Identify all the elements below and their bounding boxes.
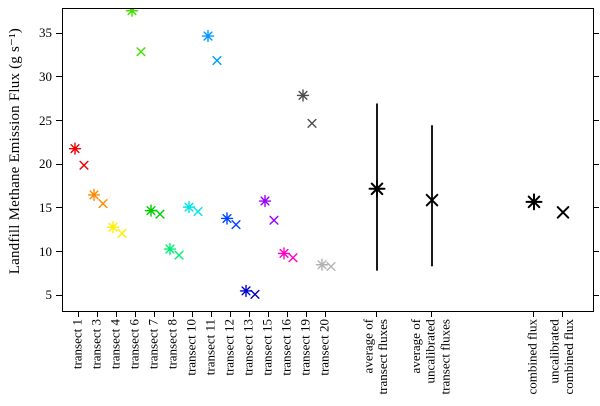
x-tick-label: transect 19	[297, 319, 313, 376]
x-axis-tick	[134, 311, 136, 317]
x-tick-label: transect 16	[278, 319, 294, 376]
y-tick-label: 25	[39, 112, 52, 128]
x-axis-tick	[286, 311, 288, 317]
y-axis-tick	[56, 163, 62, 165]
y-axis-tick	[56, 32, 62, 34]
y-axis-tick-right	[593, 163, 599, 165]
y-tick-label: 15	[39, 199, 52, 215]
plot-area	[62, 8, 594, 312]
star-marker-transect-11	[201, 29, 215, 43]
x-tick-label: transect 10	[183, 319, 199, 376]
x-tick-label: transect 4	[107, 319, 123, 370]
x-tick-label: transect 6	[126, 319, 142, 370]
y-axis-tick-right	[593, 76, 599, 78]
y-tick-label: 30	[39, 68, 52, 84]
x-axis-tick	[305, 311, 307, 317]
star-marker-transect-16	[277, 247, 291, 260]
cross-marker-transect-6	[136, 47, 146, 57]
cross-marker-average-of-uncalibrated-transect-fluxes	[425, 193, 439, 207]
x-axis-tick	[532, 311, 534, 317]
x-tick-label: transect 13	[240, 319, 256, 376]
y-axis-tick-right	[593, 251, 599, 253]
y-tick-label: 20	[39, 156, 52, 172]
y-axis-tick	[56, 76, 62, 78]
cross-marker-transect-13	[250, 289, 260, 300]
plot-canvas	[68, 9, 570, 300]
star-marker-combined-flux	[525, 193, 543, 211]
star-marker-transect-6	[125, 9, 139, 17]
x-axis-tick	[267, 311, 269, 317]
star-marker-transect-13	[239, 284, 253, 298]
x-axis-tick	[248, 311, 250, 317]
y-axis-tick	[56, 251, 62, 253]
star-marker-transect-7	[144, 204, 158, 217]
cross-marker-transect-8	[174, 250, 184, 260]
x-tick-label: average of transect fluxes	[360, 319, 390, 395]
star-marker-transect-3	[87, 188, 101, 202]
cross-marker-transect-11	[212, 55, 222, 66]
y-axis-tick	[56, 207, 62, 209]
cross-marker-transect-15	[269, 215, 279, 225]
y-axis-tick	[56, 120, 62, 122]
cross-marker-transect-19	[307, 118, 317, 128]
star-marker-transect-15	[258, 194, 272, 208]
x-axis-tick	[77, 311, 79, 317]
cross-marker-transect-12	[231, 220, 241, 230]
star-marker-transect-12	[220, 212, 234, 225]
star-marker-transect-8	[163, 242, 177, 256]
x-tick-label: combined flux	[524, 319, 540, 395]
x-tick-label: transect 11	[202, 319, 218, 376]
star-marker-transect-1	[68, 142, 82, 155]
y-axis-tick	[56, 294, 62, 296]
y-tick-label: 35	[39, 25, 52, 41]
x-tick-label: transect 7	[145, 319, 161, 370]
cross-marker-transect-10	[193, 206, 203, 217]
x-axis-tick	[430, 311, 432, 317]
x-axis-tick	[561, 311, 563, 317]
star-marker-transect-4	[106, 221, 120, 234]
y-axis-tick-right	[593, 207, 599, 209]
cross-marker-transect-7	[155, 209, 165, 219]
y-axis-label: Landfill Methane Emission Flux (g s⁻¹)	[7, 28, 23, 275]
x-axis-tick	[96, 311, 98, 317]
y-tick-label: 5	[45, 287, 53, 303]
star-marker-transect-10	[182, 200, 196, 214]
x-tick-label: uncalibrated combined flux	[546, 319, 576, 395]
x-tick-label: transect 15	[259, 319, 275, 376]
cross-marker-uncalibrated-combined-flux	[556, 206, 570, 219]
star-marker-transect-19	[296, 89, 310, 102]
y-axis-tick-right	[593, 120, 599, 122]
x-axis-tick	[172, 311, 174, 317]
x-tick-label: transect 8	[164, 319, 180, 370]
x-tick-label: transect 20	[316, 319, 332, 376]
x-axis-tick	[324, 311, 326, 317]
x-axis-tick	[375, 311, 377, 317]
x-axis-tick	[153, 311, 155, 317]
y-tick-label: 10	[39, 243, 52, 259]
cross-marker-transect-3	[98, 199, 108, 209]
cross-marker-transect-16	[288, 253, 298, 263]
x-axis-tick	[115, 311, 117, 317]
cross-marker-transect-4	[117, 228, 127, 238]
y-axis-tick-right	[593, 32, 599, 34]
x-tick-label: transect 1	[69, 319, 85, 370]
x-axis-tick	[229, 311, 231, 317]
x-tick-label: average of uncalibrated transect fluxes	[408, 319, 453, 395]
x-axis-tick	[191, 311, 193, 317]
x-tick-label: transect 3	[88, 319, 104, 370]
x-axis-tick	[210, 311, 212, 317]
cross-marker-transect-20	[326, 261, 336, 272]
star-marker-average-of-transect-fluxes	[368, 180, 386, 198]
x-tick-label: transect 12	[221, 319, 237, 376]
star-marker-transect-20	[315, 258, 329, 271]
y-axis-tick-right	[593, 294, 599, 296]
cross-marker-transect-1	[79, 160, 89, 170]
